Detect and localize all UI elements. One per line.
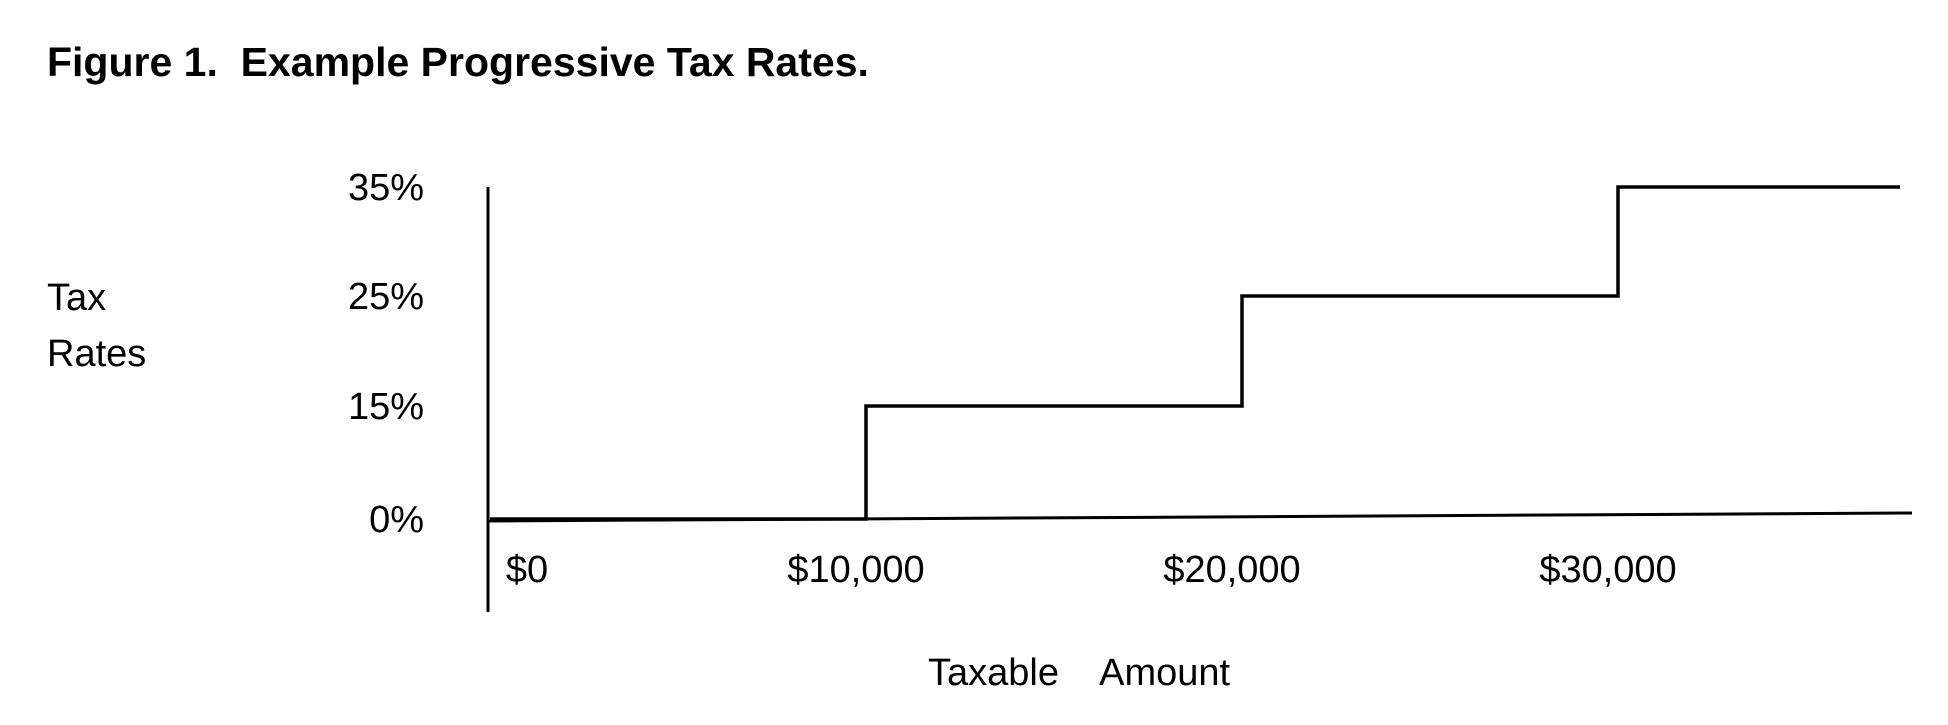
chart-title: Figure 1. Example Progressive Tax Rates.: [47, 39, 869, 85]
y-tick-label: 15%: [348, 386, 424, 428]
y-tick-label: 0%: [369, 499, 424, 541]
y-tick-labels: 0% 15% 25% 35%: [348, 167, 424, 541]
x-axis-title: Taxable Amount: [928, 652, 1231, 694]
series-group: [490, 185, 1900, 521]
y-axis-title-line-1: Tax: [47, 277, 107, 319]
x-tick-label: $30,000: [1539, 549, 1676, 591]
y-tick-label: 25%: [348, 276, 424, 318]
x-tick-label: $20,000: [1163, 549, 1300, 591]
x-tick-label: $10,000: [787, 549, 924, 591]
tax-rate-step-line: [490, 185, 1900, 521]
y-axis-title-line-2: Rates: [47, 333, 147, 375]
x-tick-labels: $0 $10,000 $20,000 $30,000: [506, 549, 1677, 591]
y-tick-label: 35%: [348, 167, 424, 209]
y-axis-title: Tax Rates: [47, 270, 207, 382]
x-tick-label: $0: [506, 549, 548, 591]
